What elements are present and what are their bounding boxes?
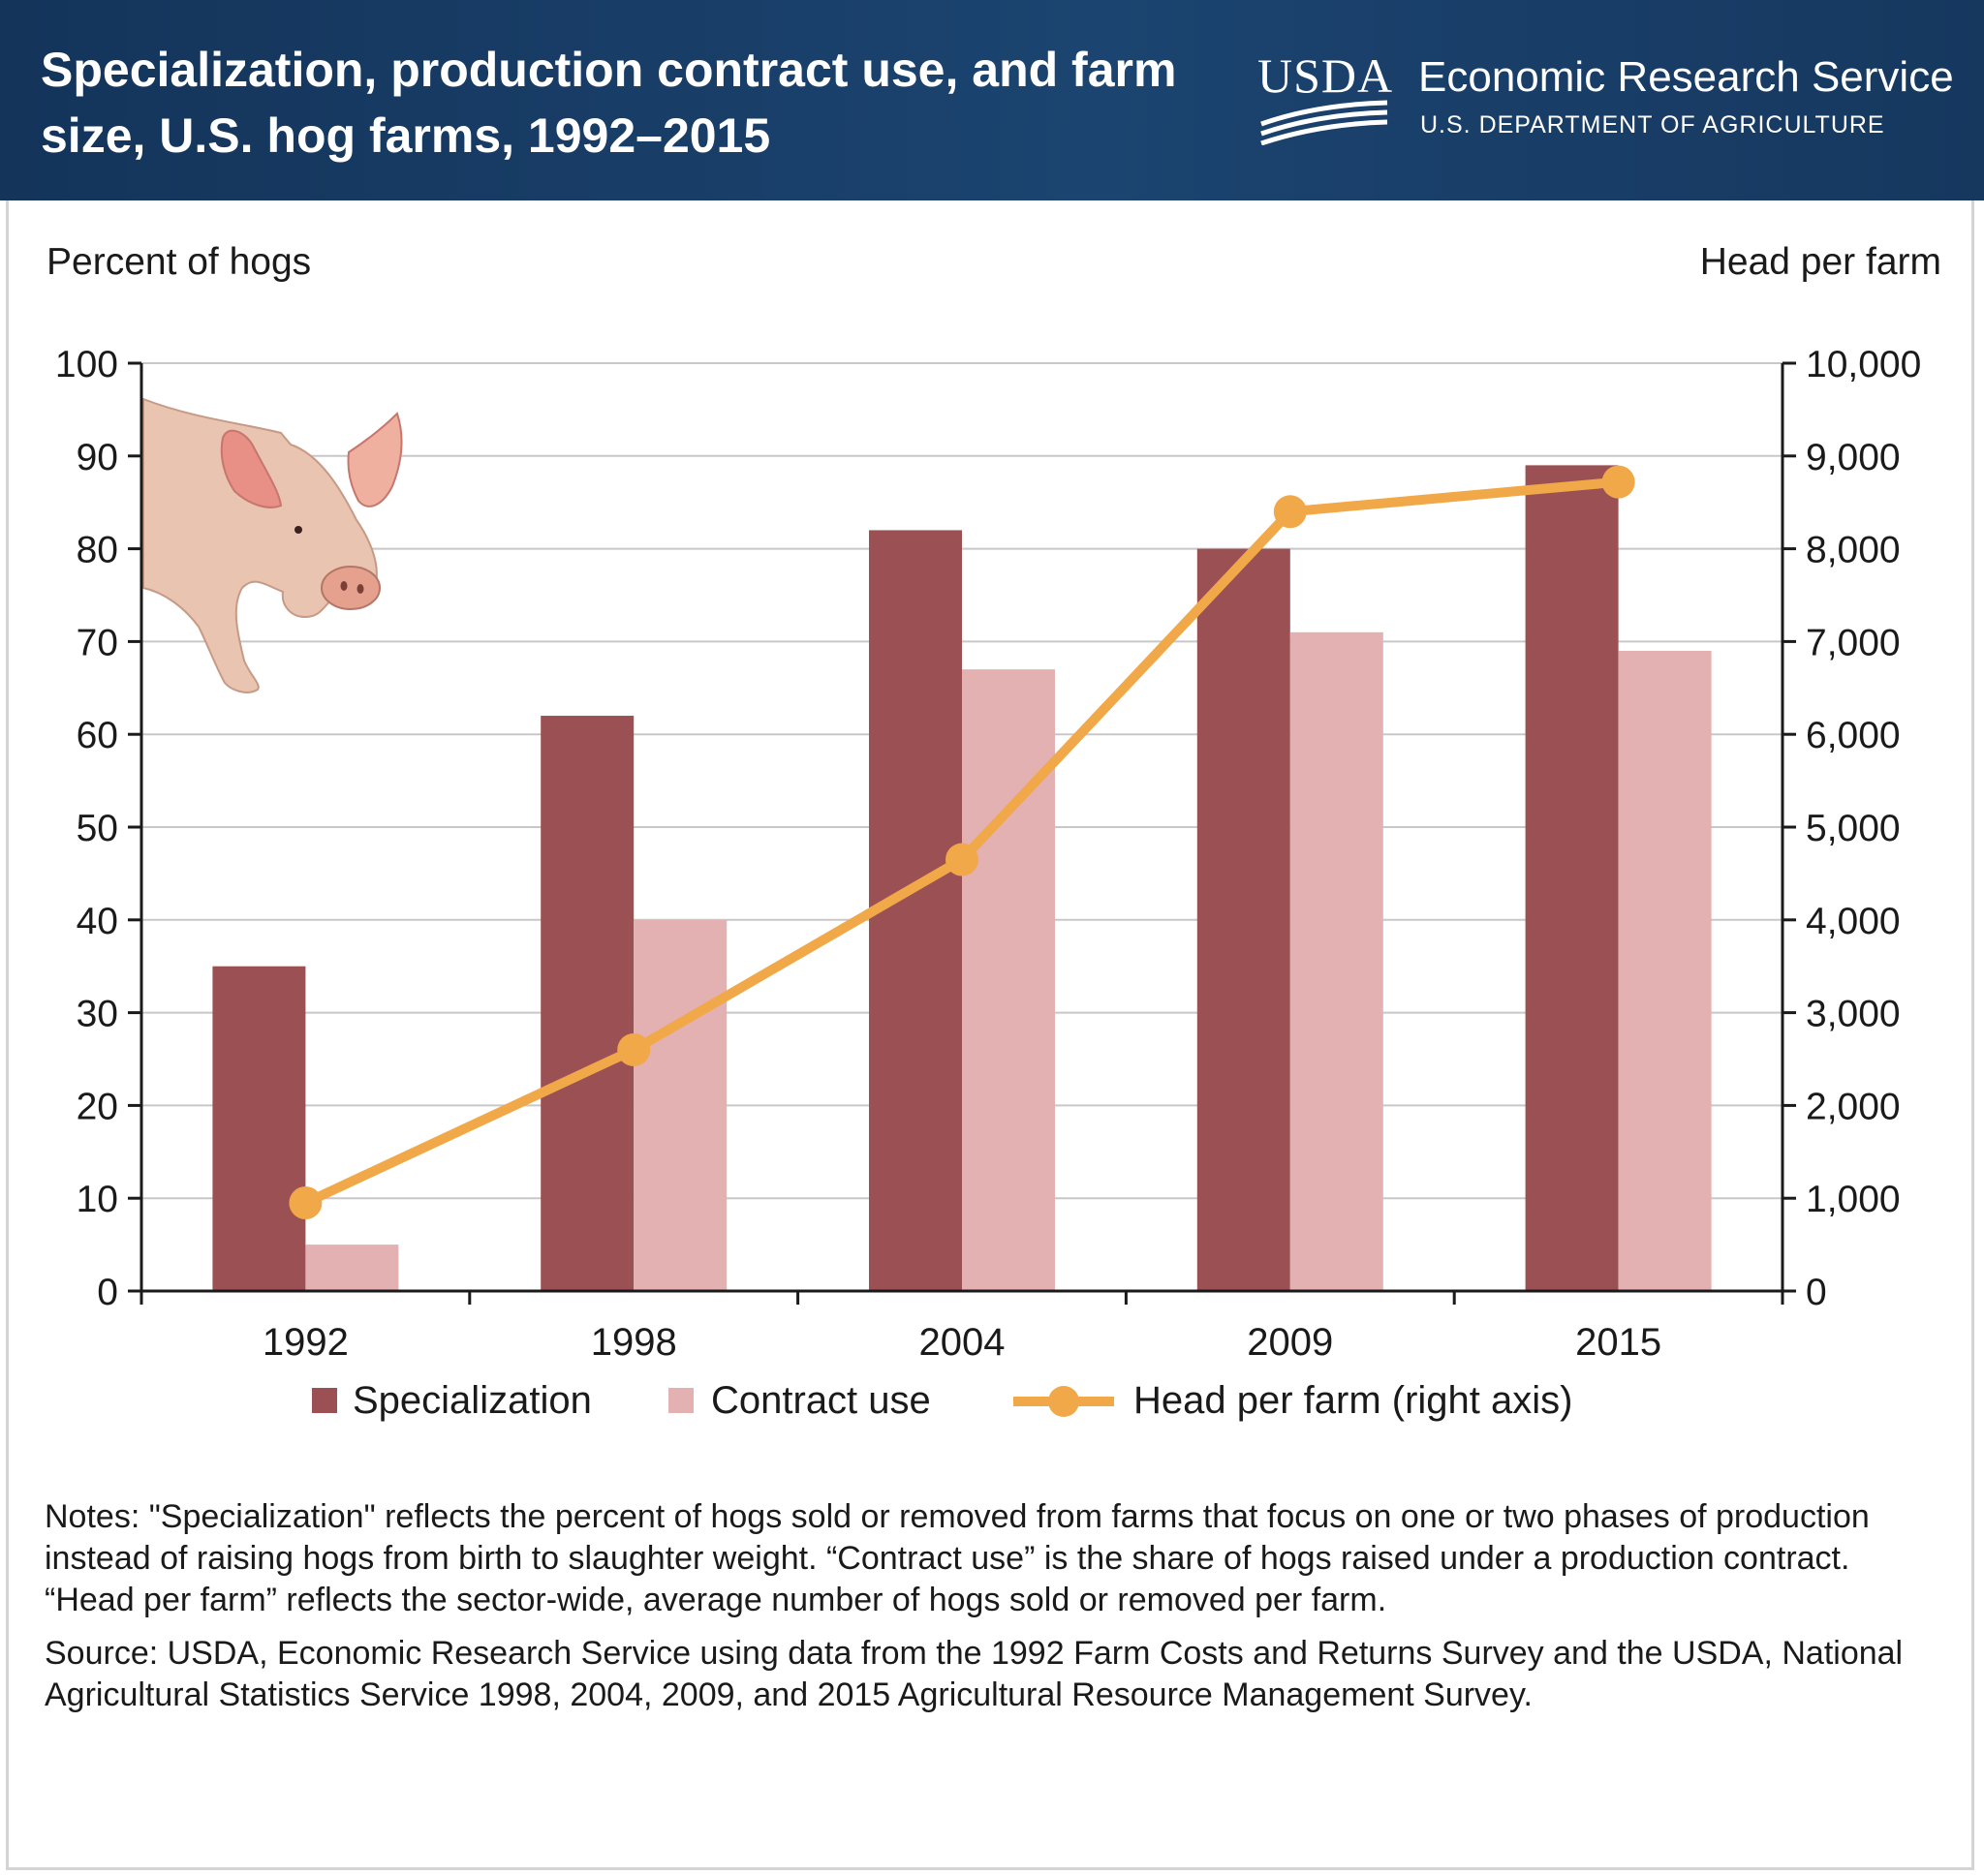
left-tick-label: 50 [77, 808, 118, 849]
bar-specialization-2015 [1525, 465, 1619, 1291]
left-tick-label: 80 [77, 530, 118, 571]
source-text: Source: USDA, Economic Research Service … [45, 1635, 1904, 1713]
x-tick-label: 2015 [1575, 1321, 1661, 1364]
left-tick-label: 70 [77, 622, 118, 663]
legend-swatch-contract-use [668, 1388, 694, 1413]
notes-block: Notes: "Specialization" reflects the per… [45, 1496, 1943, 1716]
usda-swoosh-icon [1260, 100, 1388, 145]
x-tick-label: 2009 [1247, 1321, 1333, 1364]
left-tick-label: 0 [97, 1272, 118, 1313]
legend-label-contract-use: Contract use [711, 1379, 931, 1422]
right-tick-label: 0 [1806, 1272, 1827, 1313]
head-per-farm-point-2004 [946, 843, 978, 876]
legend-swatch-specialization [312, 1388, 337, 1413]
x-tick-label: 2004 [919, 1321, 1006, 1364]
head-per-farm-point-2015 [1601, 465, 1635, 499]
right-tick-label: 10,000 [1806, 344, 1921, 385]
right-tick-label: 7,000 [1806, 622, 1901, 663]
right-tick-label: 3,000 [1806, 994, 1901, 1035]
left-tick-labels: 0 10 20 30 40 50 60 70 80 90 100 [55, 344, 141, 1313]
y-axis-label-left: Percent of hogs [46, 241, 311, 283]
bar-contract-use-1992 [305, 1245, 399, 1291]
right-tick-label: 2,000 [1806, 1086, 1901, 1127]
left-tick-label: 10 [77, 1179, 118, 1220]
bar-contract-use-2015 [1618, 650, 1712, 1291]
head-per-farm-line-layer [289, 465, 1635, 1219]
agency-name: Economic Research Service [1418, 53, 1954, 101]
bar-specialization-1992 [212, 966, 306, 1291]
usda-ers-logo: USDA Economic Research Service U.S. DEPA… [1257, 48, 1955, 155]
bar-specialization-1998 [541, 716, 635, 1291]
department-name: U.S. DEPARTMENT OF AGRICULTURE [1420, 111, 1885, 138]
usda-logo-icon: USDA [1257, 48, 1393, 145]
x-tick-labels: 1992 1998 2004 2009 2015 [140, 1291, 1784, 1364]
bar-contract-use-2009 [1289, 631, 1383, 1291]
chart-title: Specialization, production contract use,… [41, 43, 1177, 163]
right-tick-label: 4,000 [1806, 901, 1901, 942]
left-tick-label: 20 [77, 1086, 118, 1127]
content-frame [6, 200, 1974, 1870]
bar-specialization-2004 [869, 530, 962, 1291]
legend-label-head-per-farm: Head per farm (right axis) [1133, 1379, 1572, 1422]
head-per-farm-point-1998 [617, 1032, 651, 1066]
head-per-farm-point-1992 [289, 1185, 323, 1219]
right-tick-label: 8,000 [1806, 530, 1901, 571]
x-tick-label: 1992 [263, 1321, 349, 1364]
legend-label-specialization: Specialization [353, 1379, 592, 1422]
right-tick-labels: 0 1,000 2,000 3,000 4,000 5,000 6,000 7,000 8,00… [1782, 344, 1921, 1313]
x-tick-label: 1998 [591, 1321, 677, 1364]
head-per-farm-point-2009 [1273, 495, 1307, 529]
notes-text: Notes: "Specialization" reflects the per… [45, 1498, 1870, 1618]
left-tick-label: 100 [55, 344, 118, 385]
y-axis-label-right: Head per farm [1700, 241, 1941, 283]
header-banner: Specialization, production contract use,… [0, 0, 1984, 200]
right-tick-label: 9,000 [1806, 437, 1901, 478]
right-tick-label: 1,000 [1806, 1179, 1901, 1220]
right-tick-label: 6,000 [1806, 715, 1901, 756]
legend-marker-head-per-farm [1048, 1386, 1079, 1417]
left-tick-label: 40 [77, 901, 118, 942]
bars [212, 465, 1712, 1291]
bar-contract-use-1998 [634, 919, 728, 1291]
chart-area: Percent of hogs Head per farm 0 10 20 30 40 5… [46, 241, 1941, 1422]
usda-letters: USDA [1257, 48, 1394, 103]
left-tick-label: 90 [77, 437, 118, 478]
pig-illustration-icon [142, 397, 403, 693]
bar-specialization-2009 [1196, 548, 1290, 1291]
right-tick-label: 5,000 [1806, 808, 1901, 849]
bar-contract-use-2004 [962, 669, 1055, 1291]
left-tick-label: 30 [77, 994, 118, 1035]
left-tick-label: 60 [77, 715, 118, 756]
legend: Specialization Contract use Head per far… [312, 1379, 1572, 1422]
